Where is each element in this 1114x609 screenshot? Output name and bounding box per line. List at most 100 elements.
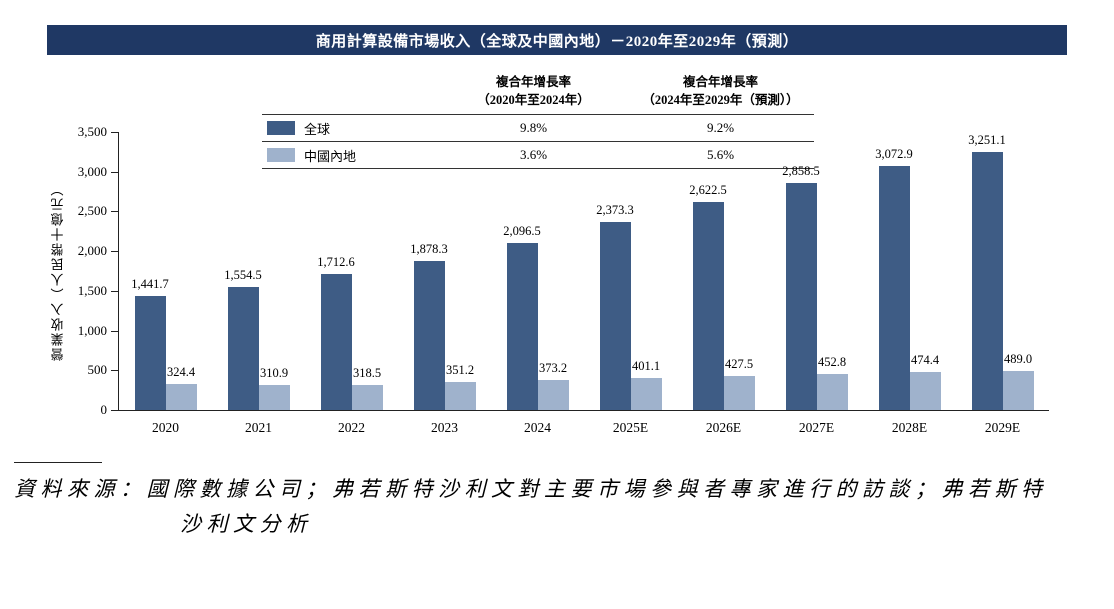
x-axis-label: 2025E: [612, 420, 649, 435]
bar-global: 3,072.9: [875, 147, 913, 410]
bar-pair: 3,251.1 489.0: [968, 133, 1034, 410]
bar-china: 310.9: [258, 366, 290, 410]
bar-pair: 3,072.9 474.4: [875, 147, 941, 410]
bar-pair: 1,441.7 324.4: [131, 277, 197, 410]
bar-value-label: 2,858.5: [782, 163, 820, 178]
bar-china: 474.4: [909, 353, 941, 410]
y-axis-tick-label: 1,500: [77, 282, 107, 298]
bar-china: 318.5: [351, 366, 383, 410]
bar-china: 324.4: [165, 365, 197, 410]
bar-value-label: 474.4: [910, 353, 940, 368]
bar-value-label: 1,441.7: [131, 276, 169, 291]
bar-groups: 1,441.7 324.4 2020 1,554.5 310.9 2021 1,712.6 3…: [119, 132, 1049, 435]
legend-label-global: 全球: [304, 121, 331, 137]
bar-value-label: 324.4: [166, 365, 196, 380]
legend-item-global: 全球: [262, 115, 440, 141]
bar-group: 2,622.5 427.5 2026E: [677, 132, 770, 435]
bar-global: 2,858.5: [782, 164, 820, 410]
legend-corner-cell: [262, 70, 440, 114]
bar-group: 1,878.3 351.2 2023: [398, 132, 491, 435]
china-series-swatch: [267, 148, 295, 163]
bar-group: 1,441.7 324.4 2020: [119, 132, 212, 435]
y-axis-tick: [111, 330, 119, 332]
bar-value-label: 1,878.3: [410, 241, 448, 256]
y-axis-tick: [111, 211, 119, 213]
bar-china: 489.0: [1002, 352, 1034, 410]
bar-group: 2,858.5 452.8 2027E: [770, 132, 863, 435]
bar-group: 1,554.5 310.9 2021: [212, 132, 305, 435]
legend-label-china: 中國內地: [304, 148, 357, 164]
y-axis-tick-label: 2,500: [77, 203, 107, 219]
y-axis-tick: [111, 370, 119, 372]
bar-value-label: 427.5: [724, 357, 754, 372]
bar-value-label: 1,712.6: [317, 254, 355, 269]
legend-divider-bottom: [262, 168, 814, 170]
plot-area: 0 500 1,000 1,500 2,000 2,500 3,000 3,500 1,441.…: [78, 124, 1049, 435]
bar-china: 452.8: [816, 355, 848, 410]
y-axis-tick-label: 500: [87, 362, 108, 378]
bar-group: 2,373.3 401.1 2025E: [584, 132, 677, 435]
x-axis-label: 2024: [524, 420, 551, 435]
global-cagr-2020-2024: 9.8%: [519, 120, 548, 136]
legend-col-header-2024-2029: 複合年增長率 （2024年至2029年（預測））: [642, 75, 799, 108]
bar-group: 1,712.6 318.5 2022: [305, 132, 398, 435]
bar-pair: 1,554.5 310.9: [224, 268, 290, 410]
legend-divider-top: [262, 114, 814, 116]
x-axis-label: 2028E: [891, 420, 928, 435]
source-separator-line: [14, 462, 102, 463]
chart-title: 商用計算設備市場收入（全球及中國內地）－2020年至2029年（預測）: [47, 25, 1067, 55]
bar-value-label: 401.1: [631, 359, 661, 374]
bar-value-label: 2,622.5: [689, 182, 727, 197]
y-axis-tick-label: 2,000: [77, 243, 107, 259]
y-axis-tick: [111, 171, 119, 173]
bar-value-label: 3,251.1: [968, 132, 1006, 147]
bar-value-label: 373.2: [538, 361, 568, 376]
source-note-line2: 沙利文分析: [180, 511, 313, 536]
legend-grid: 複合年增長率 （2020年至2024年） 複合年增長率 （2024年至2029年…: [262, 70, 814, 170]
x-axis-label: 2027E: [798, 420, 835, 435]
legend-divider-middle: [262, 141, 814, 143]
x-axis-label: 2026E: [705, 420, 742, 435]
bar-value-label: 489.0: [1003, 352, 1033, 367]
legend-table: 複合年增長率 （2020年至2024年） 複合年增長率 （2024年至2029年…: [262, 70, 814, 170]
bar-pair: 2,096.5 373.2: [503, 224, 569, 410]
x-axis-label: 2023: [431, 420, 458, 435]
bar-global: 2,373.3: [596, 203, 634, 410]
bar-value-label: 318.5: [352, 365, 382, 380]
y-axis-title: 營業收入（人民幣十億元）: [50, 181, 66, 361]
bar-value-label: 1,554.5: [224, 267, 262, 282]
bar-china: 427.5: [723, 357, 755, 410]
bar-china: 351.2: [444, 363, 476, 410]
y-axis-tick: [111, 410, 119, 411]
bar-value-label: 2,373.3: [596, 202, 634, 217]
bar-global: 1,878.3: [410, 242, 448, 410]
source-note-line1: 資料來源：國際數據公司；弗若斯特沙利文對主要市場參與者專家進行的訪談；弗若斯特: [14, 477, 1048, 501]
bar-value-label: 310.9: [259, 366, 289, 381]
bar-china: 373.2: [537, 361, 569, 410]
china-cagr-2024-2029: 5.6%: [706, 147, 735, 163]
bar-value-label: 2,096.5: [503, 224, 541, 239]
bar-pair: 1,878.3 351.2: [410, 242, 476, 410]
x-axis-label: 2021: [245, 420, 272, 435]
bar-global: 1,554.5: [224, 268, 262, 410]
bar-value-label: 351.2: [445, 363, 475, 378]
legend-col-header-2020-2024: 複合年增長率 （2020年至2024年）: [477, 75, 590, 108]
bar-group: 3,072.9 474.4 2028E: [863, 132, 956, 435]
bar-pair: 2,373.3 401.1: [596, 203, 662, 410]
global-series-swatch: [267, 121, 295, 136]
bar-global: 1,712.6: [317, 255, 355, 410]
legend-item-china: 中國內地: [262, 142, 440, 168]
bar-pair: 2,858.5 452.8: [782, 164, 848, 410]
y-axis-tick-label: 3,500: [77, 124, 107, 139]
y-axis-tick-label: 0: [100, 402, 108, 417]
bar-pair: 1,712.6 318.5: [317, 255, 383, 410]
bar-value-label: 3,072.9: [875, 146, 913, 161]
x-axis-label: 2022: [338, 420, 365, 435]
bar-group: 3,251.1 489.0 2029E: [956, 132, 1049, 435]
bar-china: 401.1: [630, 359, 662, 410]
y-axis-tick: [111, 290, 119, 292]
x-axis-label: 2020: [152, 420, 179, 435]
china-cagr-2020-2024: 3.6%: [519, 147, 548, 163]
y-axis-tick-label: 3,000: [77, 163, 107, 179]
